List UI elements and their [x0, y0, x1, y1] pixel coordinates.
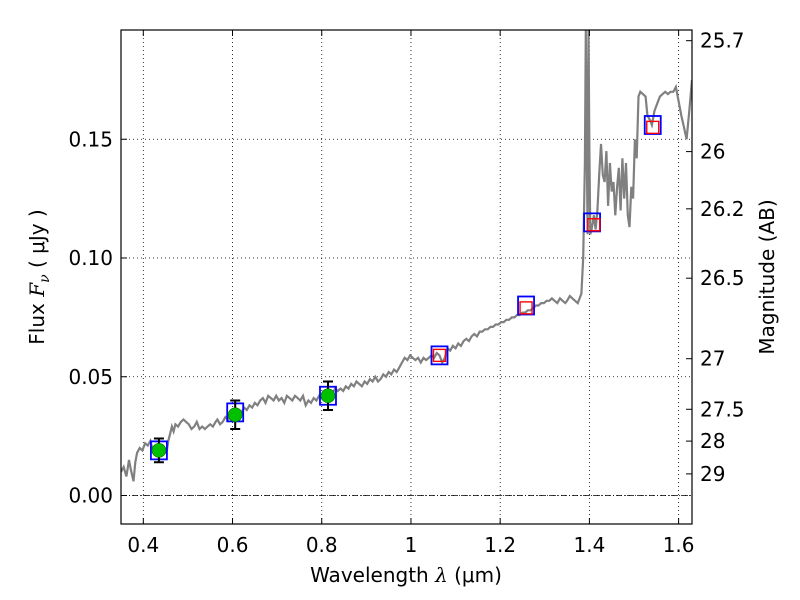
mag-tick-label: 26.2 [700, 197, 745, 221]
model-sed-line [121, 30, 692, 482]
mag-tick-label: 27.5 [700, 397, 745, 421]
y-tick-label: 0.00 [68, 484, 113, 508]
y-axis-label: Flux Fν ( μJy ) [25, 209, 53, 344]
synthetic-flux-square [519, 301, 533, 315]
observed-flux-point [151, 443, 167, 458]
y2-axis-label: Magnitude (AB) [755, 199, 779, 354]
mag-tick-label: 29 [700, 462, 725, 486]
synthetic-flux-square [587, 218, 601, 232]
synthetic-flux-square [646, 120, 660, 135]
synthetic-flux-square [432, 348, 447, 363]
mag-tick-label: 26.5 [700, 266, 745, 290]
x-tick-label: 0.8 [306, 533, 338, 557]
y-tick-label: 0.05 [68, 365, 113, 389]
x-tick-label: 1.2 [484, 533, 516, 557]
x-tick-label: 0.6 [217, 533, 249, 557]
plot-area [121, 30, 692, 482]
mag-tick-label: 27 [700, 347, 725, 371]
x-axis-label: Wavelength λ (μm) [310, 563, 502, 587]
mag-tick-label: 26 [700, 140, 725, 164]
x-tick-label: 0.4 [127, 533, 159, 557]
mag-tick-label: 25.7 [700, 29, 745, 53]
x-tick-label: 1 [405, 533, 418, 557]
observed-flux-point [320, 388, 336, 404]
grid-lines [121, 30, 692, 524]
model-flux-square [430, 345, 449, 366]
axis-ticks: 0.4 0.6 0.8 1 1.2 1.4 1.6 0.00 0.05 0.10 0.15 25.7 2… [68, 29, 744, 557]
x-tick-label: 1.4 [573, 533, 605, 557]
data-points [150, 115, 662, 464]
x-tick-label: 1.6 [663, 533, 695, 557]
plot-frame [120, 29, 693, 525]
y-tick-label: 0.15 [68, 127, 113, 151]
y-tick-label: 0.10 [68, 246, 113, 270]
mag-tick-label: 28 [700, 429, 725, 453]
observed-flux-point [227, 407, 243, 423]
